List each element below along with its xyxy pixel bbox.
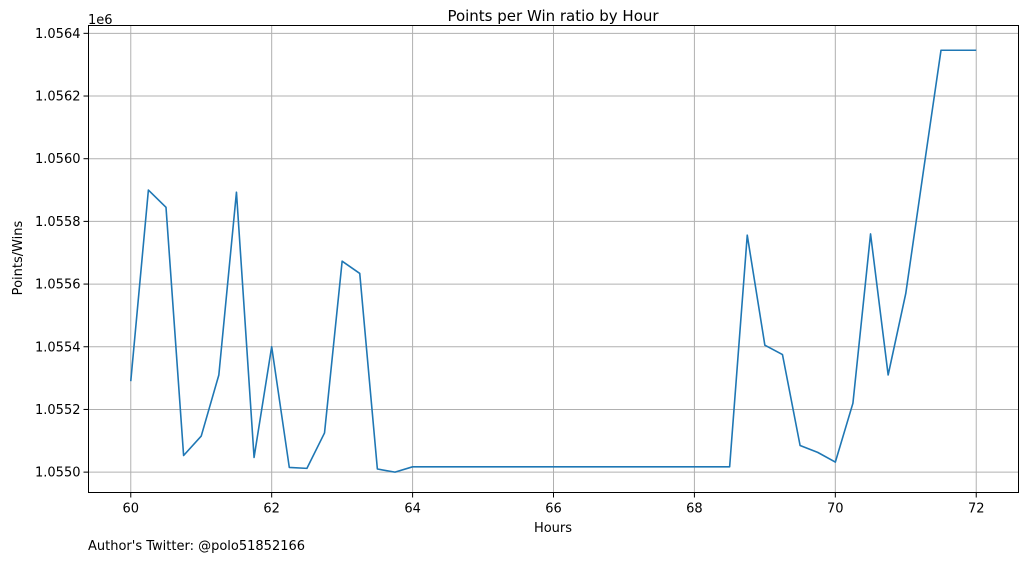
chart-title: Points per Win ratio by Hour: [447, 7, 659, 25]
x-tick-label: 62: [263, 502, 280, 517]
y-tick-label: 1.0554: [35, 340, 81, 355]
grid: [88, 25, 1019, 493]
y-tick-label: 1.0558: [35, 215, 81, 230]
y-tick-label: 1.0560: [35, 152, 81, 167]
y-offset-text: 1e6: [88, 13, 113, 28]
x-axis-ticks: 60 62 64 66 68 70 72: [122, 492, 985, 517]
y-axis-ticks: 1.0550 1.0552 1.0554 1.0556 1.0558 1.0560 1.05…: [35, 27, 89, 481]
y-tick-label: 1.0552: [35, 403, 81, 418]
x-tick-label: 64: [404, 502, 421, 517]
y-tick-label: 1.0556: [35, 278, 81, 293]
series-line: [129, 49, 977, 473]
y-tick-label: 1.0562: [35, 90, 81, 105]
x-tick-label: 68: [686, 502, 703, 517]
y-tick-label: 1.0550: [35, 466, 81, 481]
x-axis-label: Hours: [534, 521, 572, 536]
footnote: Author's Twitter: @polo51852166: [88, 539, 305, 554]
y-tick-label: 1.0564: [35, 27, 81, 42]
x-tick-label: 72: [968, 502, 985, 517]
x-tick-label: 60: [122, 502, 139, 517]
series-line-group: [129, 49, 977, 473]
x-tick-label: 70: [827, 502, 844, 517]
x-tick-label: 66: [545, 502, 562, 517]
y-axis-label: Points/Wins: [11, 220, 26, 295]
